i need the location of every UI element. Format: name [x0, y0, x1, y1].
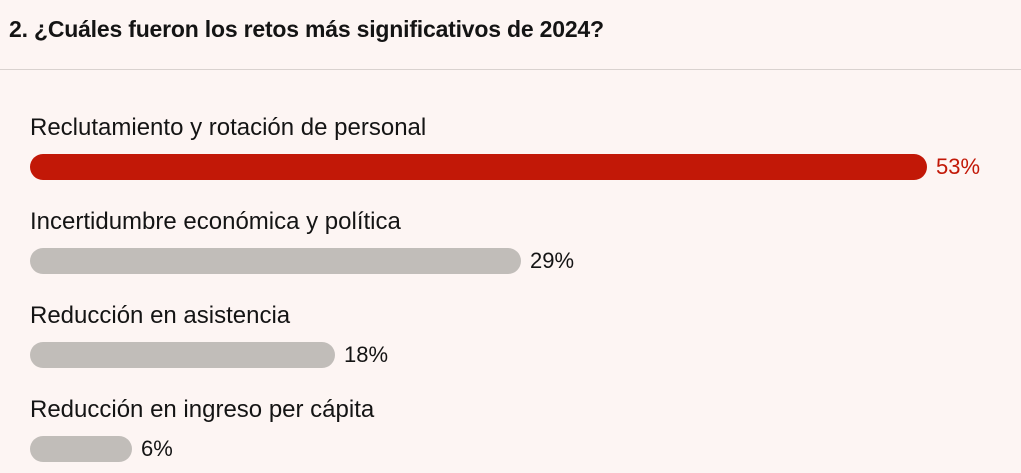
- bar: [30, 154, 927, 180]
- bar-track: 18%: [30, 342, 1010, 368]
- bar-chart: Reclutamiento y rotación de personal 53% I…: [0, 70, 1021, 473]
- bar-row: Reducción en asistencia 18%: [30, 302, 1010, 372]
- bar: [30, 436, 132, 462]
- category-label: Reclutamiento y rotación de personal: [30, 114, 427, 141]
- value-label: 29%: [530, 248, 575, 273]
- value-label: 6%: [141, 436, 173, 461]
- bar-track: 53%: [30, 154, 1010, 180]
- value-label: 18%: [344, 342, 389, 367]
- chart-title: 2. ¿Cuáles fueron los retos más signific…: [9, 16, 604, 42]
- bar-row: Reducción en ingreso per cápita 6%: [30, 396, 1010, 466]
- bar-row: Reclutamiento y rotación de personal 53%: [30, 114, 1010, 184]
- bar: [30, 248, 521, 274]
- bar: [30, 342, 335, 368]
- category-label: Incertidumbre económica y política: [30, 208, 401, 235]
- chart-header: 2. ¿Cuáles fueron los retos más signific…: [0, 0, 1021, 70]
- category-label: Reducción en asistencia: [30, 302, 291, 329]
- bar-track: 6%: [30, 436, 1010, 462]
- value-label: 53%: [936, 154, 981, 179]
- bar-row: Incertidumbre económica y política 29%: [30, 208, 1010, 278]
- category-label: Reducción en ingreso per cápita: [30, 396, 375, 423]
- bar-track: 29%: [30, 248, 1010, 274]
